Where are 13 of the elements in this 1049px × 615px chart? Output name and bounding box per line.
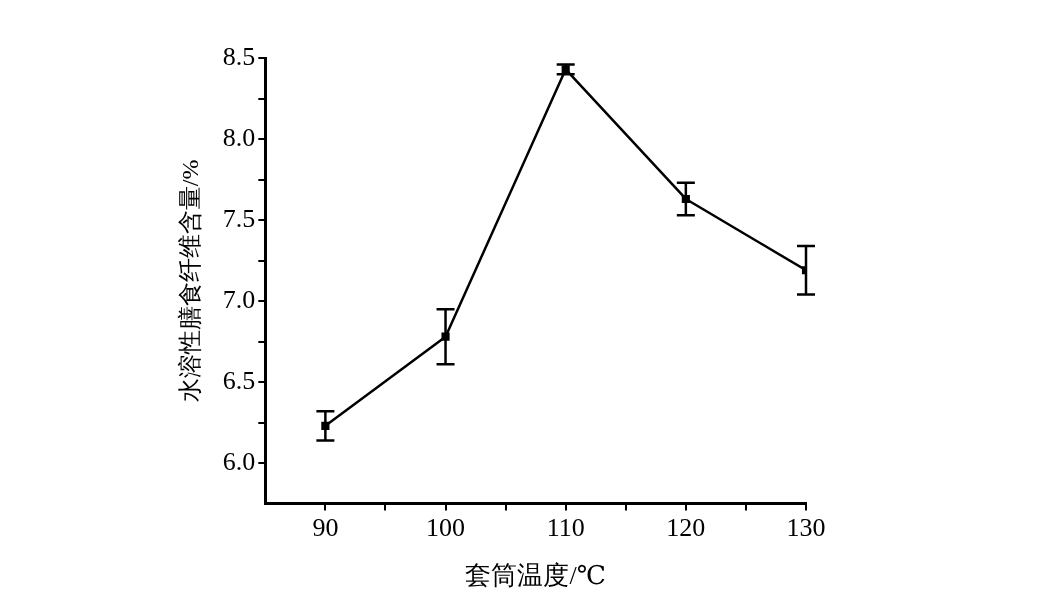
x-tick-label: 130 [786,513,826,543]
x-axis-title: 套筒温度/℃ [465,561,606,591]
y-tick-label: 6.0 [222,446,256,476]
y-tick-label: 8.0 [222,122,256,152]
y-tick-label: 7.5 [222,203,256,233]
y-tick-label: 6.5 [222,365,256,395]
y-tick-label: 7.0 [222,284,256,314]
y-axis-title: 水溶性膳食纤维含量/% [176,159,203,403]
x-tick-label: 110 [546,513,585,543]
x-tick-label: 100 [426,513,466,543]
y-tick-label: 8.5 [222,41,256,71]
x-tick-label: 90 [312,513,339,543]
x-tick-label: 120 [666,513,706,543]
